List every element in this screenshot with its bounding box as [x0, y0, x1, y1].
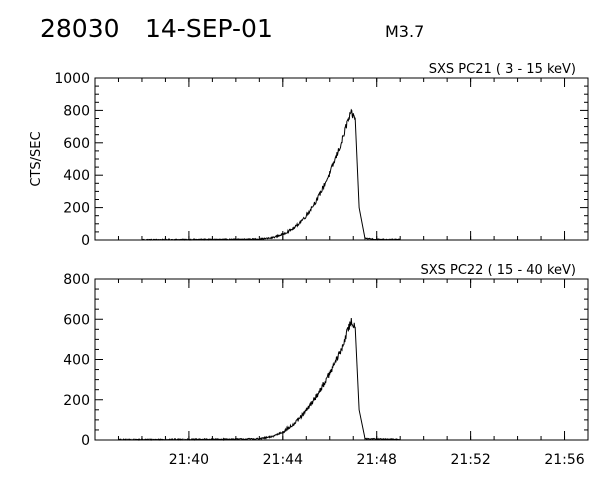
count-rate-series-line: [118, 318, 401, 442]
x-tick-label: 21:44: [263, 452, 303, 468]
y-tick-label: 200: [63, 393, 90, 409]
y-tick-label: 0: [81, 233, 90, 249]
event-date: 14-SEP-01: [145, 14, 273, 43]
event-id: 28030: [40, 14, 120, 43]
y-tick-label: 1000: [54, 71, 90, 87]
y-tick-label: 600: [63, 312, 90, 328]
y-tick-label: 800: [63, 272, 90, 288]
x-tick-label: 21:48: [357, 452, 397, 468]
y-tick-label: 0: [81, 433, 90, 449]
y-tick-label: 800: [63, 103, 90, 119]
flare-class: M3.7: [385, 22, 425, 41]
x-tick-label: 21:52: [450, 452, 490, 468]
y-tick-label: 200: [63, 201, 90, 217]
x-tick-label: 21:40: [169, 452, 209, 468]
y-tick-label: 400: [63, 353, 90, 369]
count-rate-series-line: [141, 108, 401, 241]
panel-title: SXS PC22 ( 15 - 40 keV): [420, 263, 576, 278]
panel-title: SXS PC21 ( 3 - 15 keV): [429, 62, 576, 77]
y-tick-label: 400: [63, 168, 90, 184]
x-tick-label: 21:56: [544, 452, 584, 468]
plot-frame: [94, 278, 589, 441]
y-tick-label: 600: [63, 136, 90, 152]
y-axis-label: CTS/SEC: [29, 131, 44, 186]
plot-frame: [94, 77, 589, 241]
